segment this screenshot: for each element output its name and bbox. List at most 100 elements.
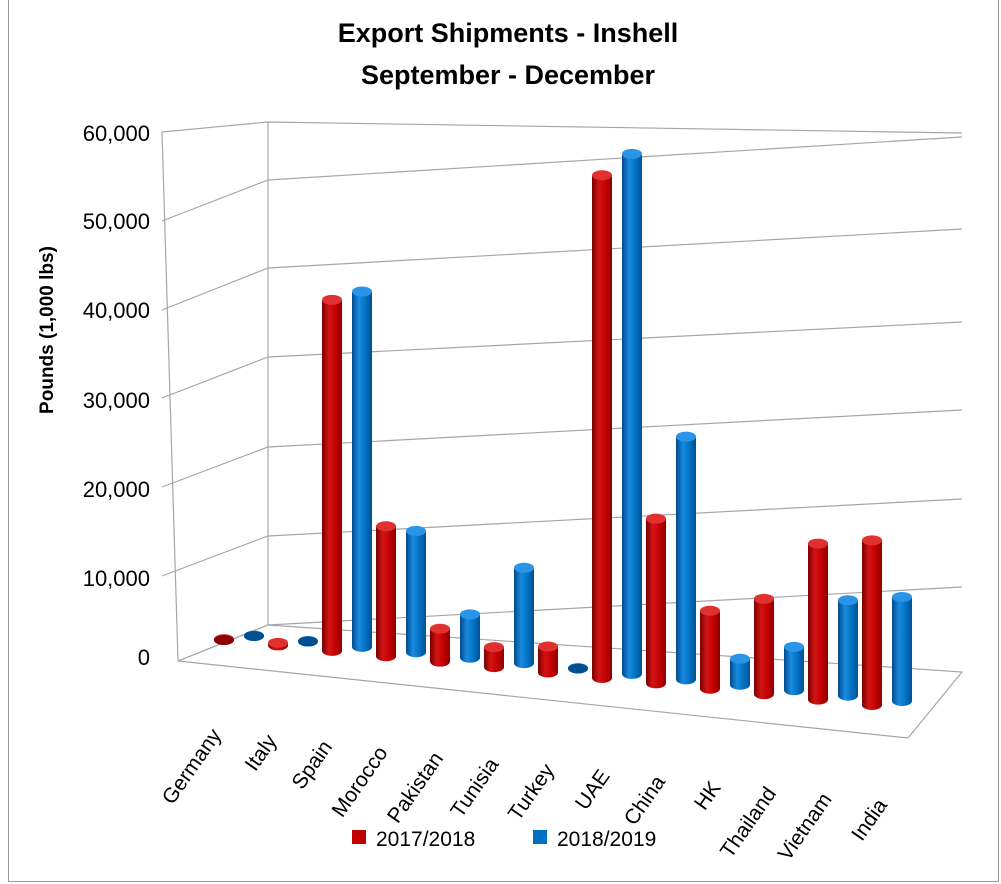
bar-top xyxy=(646,513,666,524)
bar-base xyxy=(568,663,588,674)
bar-body xyxy=(784,646,804,696)
gridline xyxy=(161,228,963,311)
bar-top xyxy=(808,538,828,549)
bar-top xyxy=(700,605,720,616)
bar xyxy=(700,605,720,694)
bar-body xyxy=(862,540,882,710)
x-tick-label: Turkey xyxy=(504,759,559,825)
bar xyxy=(568,663,588,674)
bar-body xyxy=(460,614,480,663)
bar-body xyxy=(892,597,912,706)
bar-top xyxy=(322,294,342,305)
bar xyxy=(862,535,882,710)
bar xyxy=(214,634,234,645)
x-tick-label: China xyxy=(620,771,670,829)
gridline xyxy=(161,136,963,222)
legend-swatch xyxy=(352,830,366,844)
bar xyxy=(484,642,504,673)
bar xyxy=(538,641,558,678)
gridlines xyxy=(161,121,963,662)
bar-base xyxy=(298,636,318,647)
bar xyxy=(268,637,288,651)
bar-top xyxy=(376,521,396,532)
bar-body xyxy=(376,526,396,662)
bar-body xyxy=(322,299,342,656)
bar-top xyxy=(430,623,450,634)
bar-body xyxy=(838,600,858,701)
bar-top xyxy=(406,525,426,536)
bar-top xyxy=(754,593,774,604)
legend-swatch xyxy=(533,830,547,844)
bar-body xyxy=(622,153,642,679)
bar xyxy=(676,431,696,685)
bar-base xyxy=(214,635,234,645)
bar-top xyxy=(592,170,612,181)
y-tick-label: 40,000 xyxy=(83,298,150,323)
bar xyxy=(838,595,858,701)
bar-body xyxy=(646,518,666,689)
chart-title-line1: Export Shipments - Inshell xyxy=(338,18,679,48)
bar-top xyxy=(484,642,504,653)
chart-title-line2: September - December xyxy=(361,60,656,90)
bar-body xyxy=(514,567,534,669)
x-tick-label: Spain xyxy=(287,736,337,793)
y-tick-label: 10,000 xyxy=(83,566,150,591)
x-tick-label: India xyxy=(847,794,892,845)
bar xyxy=(622,148,642,679)
x-tick-label: Italy xyxy=(241,730,282,775)
bar-top xyxy=(892,592,912,602)
gridline xyxy=(161,409,963,488)
bar-body xyxy=(430,628,450,667)
chart-floor xyxy=(177,624,964,739)
y-tick-label: 60,000 xyxy=(83,121,150,146)
y-tick-label: 20,000 xyxy=(83,477,150,502)
gridline xyxy=(161,121,963,134)
bar-top xyxy=(538,641,558,652)
bar xyxy=(784,641,804,696)
y-tick-label: 0 xyxy=(138,645,150,670)
bar xyxy=(244,630,264,641)
gridline xyxy=(161,321,963,399)
x-tick-label: HK xyxy=(690,777,726,814)
bar xyxy=(892,592,912,706)
bar xyxy=(808,538,828,705)
bars xyxy=(214,148,912,710)
bar-body xyxy=(484,647,504,673)
bar xyxy=(430,623,450,667)
bar-body xyxy=(730,658,750,690)
gridline xyxy=(161,498,963,577)
y-axis-label: Pounds (1,000 lbs) xyxy=(37,246,58,414)
bar-top xyxy=(514,562,534,573)
y-tick-label: 30,000 xyxy=(83,388,150,413)
bar-top xyxy=(838,595,858,606)
bar-body xyxy=(676,436,696,685)
x-tick-label: Vietnam xyxy=(774,789,837,865)
bar-body xyxy=(754,598,774,700)
bar-top xyxy=(352,286,372,297)
x-tick-label: Germany xyxy=(158,724,227,808)
x-tick-label: Tunisia xyxy=(446,754,503,822)
chart-frame xyxy=(8,0,999,882)
bar-top xyxy=(268,637,288,648)
bar-body xyxy=(808,543,828,705)
legend: 2017/2018 2018/2019 xyxy=(352,828,656,851)
bar-body xyxy=(592,175,612,683)
legend-label: 2018/2019 xyxy=(557,828,656,851)
x-tick-label: Morocco xyxy=(328,742,393,821)
legend-label: 2017/2018 xyxy=(376,828,475,851)
bar xyxy=(754,593,774,700)
bar xyxy=(730,653,750,690)
x-tick-label: Pakistan xyxy=(383,748,448,827)
floor-outline xyxy=(177,624,964,739)
bar xyxy=(592,170,612,683)
bar xyxy=(460,609,480,663)
bar-top xyxy=(676,431,696,442)
bar-top xyxy=(460,609,480,620)
bar-top xyxy=(862,535,882,546)
bar xyxy=(406,525,426,658)
y-tick-label: 50,000 xyxy=(83,209,150,234)
bar xyxy=(298,635,318,647)
bar-top xyxy=(784,641,804,652)
